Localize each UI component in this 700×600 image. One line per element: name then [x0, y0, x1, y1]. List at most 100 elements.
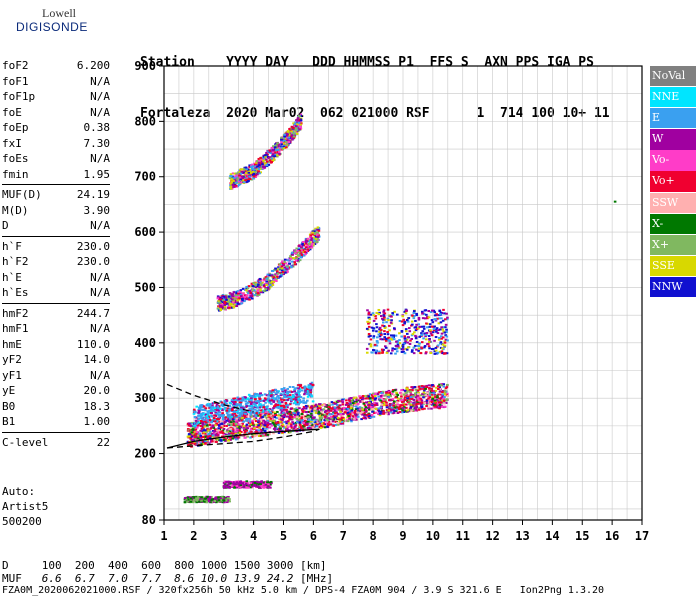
echo-dot: [375, 402, 379, 405]
echo-dot: [243, 168, 246, 171]
echo-dot: [245, 480, 249, 483]
echo-dot: [266, 422, 270, 425]
echo-dot: [316, 238, 319, 241]
echo-dot: [283, 396, 286, 399]
echo-dot: [228, 401, 232, 404]
echo-dot: [400, 389, 403, 392]
echo-dot: [298, 128, 301, 131]
echo-dot: [230, 481, 234, 484]
echo-dot: [378, 410, 381, 413]
param-value: N/A: [90, 219, 110, 232]
echo-dot: [229, 297, 232, 300]
echo-dot: [207, 411, 210, 414]
echo-dot: [437, 401, 441, 404]
echo-dot: [306, 395, 310, 398]
echo-dot: [219, 308, 223, 311]
echo-dot: [248, 290, 252, 293]
echo-dot: [201, 440, 204, 443]
echo-dot: [310, 237, 313, 240]
echo-dot: [204, 433, 207, 436]
echo-dot: [358, 399, 362, 402]
echo-dot: [198, 422, 202, 425]
echo-dot: [253, 411, 256, 414]
auto-version: 500200: [2, 515, 42, 528]
echo-dot: [385, 390, 388, 393]
echo-dot: [254, 165, 258, 168]
param-key: C-level: [2, 435, 49, 449]
echo-dot: [242, 407, 245, 410]
param-row: yF2 14.0: [2, 352, 110, 368]
echo-dot: [241, 422, 244, 425]
param-key: M(D): [2, 203, 29, 217]
echo-dot: [211, 404, 214, 407]
echo-dot: [230, 306, 234, 309]
echo-dot: [201, 422, 205, 425]
echo-dot: [293, 390, 297, 393]
echo-dot: [268, 423, 272, 426]
param-row: B0 18.3: [2, 399, 110, 415]
echo-dot: [238, 414, 241, 417]
echo-dot: [346, 407, 350, 410]
echo-dot: [202, 443, 206, 446]
echo-dot: [269, 414, 273, 417]
echo-dot: [390, 407, 393, 410]
echo-dot: [284, 146, 288, 149]
echo-dot: [198, 498, 201, 501]
echo-dot: [208, 405, 211, 408]
echo-dot: [407, 394, 411, 397]
echo-dot: [379, 406, 383, 409]
echo-dot: [259, 434, 263, 437]
echo-dot: [240, 411, 244, 414]
echo-dot: [226, 415, 230, 418]
echo-dot: [207, 499, 211, 502]
echo-dot: [250, 293, 253, 296]
echo-dot: [273, 153, 277, 156]
echo-dot: [217, 420, 220, 423]
echo-dot: [286, 387, 289, 390]
echo-dot: [362, 417, 365, 420]
echo-dot: [425, 399, 429, 402]
echo-dot: [202, 405, 206, 408]
echo-dot: [353, 402, 357, 405]
echo-dot: [190, 435, 194, 438]
echo-dot: [289, 255, 292, 258]
echo-dot: [230, 482, 234, 485]
echo-dot: [280, 401, 284, 404]
echo-dot: [326, 425, 329, 428]
echo-dot: [291, 386, 295, 389]
echo-dot: [295, 403, 298, 406]
echo-dot: [264, 155, 267, 158]
echo-dot: [323, 420, 327, 423]
echo-dot: [240, 406, 243, 409]
echo-dot: [247, 285, 251, 288]
echo-dot: [228, 428, 231, 431]
echo-dot: [415, 402, 418, 405]
echo-dot: [252, 483, 256, 486]
echo-dot: [299, 119, 303, 122]
echo-dot: [362, 411, 366, 414]
echo-dot: [295, 393, 298, 396]
echo-dot: [305, 411, 309, 414]
echo-dot: [232, 424, 235, 427]
echo-dot: [250, 297, 254, 300]
echo-dot: [294, 409, 298, 412]
echo-dot: [245, 175, 249, 178]
echo-dot: [215, 404, 219, 407]
echo-dot: [246, 297, 249, 300]
echo-dot: [213, 407, 217, 410]
echo-dot: [280, 269, 284, 272]
param-value: 7.30: [83, 136, 111, 150]
echo-dot: [416, 401, 419, 404]
echo-dot: [216, 429, 219, 432]
echo-dot: [246, 178, 250, 181]
param-row: foF2 6.200: [2, 58, 110, 74]
echo-dot: [357, 410, 360, 413]
echo-dot: [427, 384, 431, 387]
echo-dot: [271, 284, 275, 287]
echo-dot: [307, 240, 310, 243]
echo-dot: [280, 146, 284, 149]
echo-dot: [267, 409, 271, 412]
echo-dot: [434, 405, 437, 408]
x-tick-label: 7: [340, 529, 347, 543]
echo-dot: [402, 398, 406, 401]
